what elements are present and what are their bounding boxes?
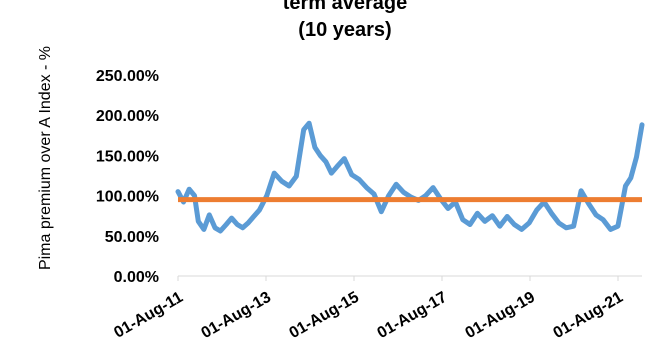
y-axis-ticks: 0.00% 50.00% 100.00% 150.00% 200.00% 250.00% [96,68,159,286]
x-tick-label: 01-Aug-19 [463,289,539,342]
y-tick-label: 150.00% [96,148,159,165]
y-axis-label: Pima premium over A Index - % [37,46,54,270]
chart-title-line-1: term average [283,0,408,14]
x-tick-label: 01-Aug-13 [199,289,275,342]
y-tick-label: 250.00% [96,68,159,85]
x-axis-ticks: 01-Aug-11 01-Aug-13 01-Aug-15 01-Aug-17 01-A… [111,276,626,342]
y-tick-label: 50.00% [105,229,159,246]
series-line [175,120,645,234]
chart-title: term average (10 years) [283,0,408,41]
series-group [175,120,645,234]
chart-title-line-2: (10 years) [298,19,391,41]
x-tick-label: 01-Aug-21 [551,289,627,342]
y-tick-label: 200.00% [96,108,159,125]
x-tick-label: 01-Aug-15 [287,289,363,342]
y-tick-label: 100.00% [96,189,159,206]
x-tick-label: 01-Aug-17 [375,289,451,342]
y-tick-label: 0.00% [114,269,159,286]
x-tick-label: 01-Aug-11 [111,289,186,342]
